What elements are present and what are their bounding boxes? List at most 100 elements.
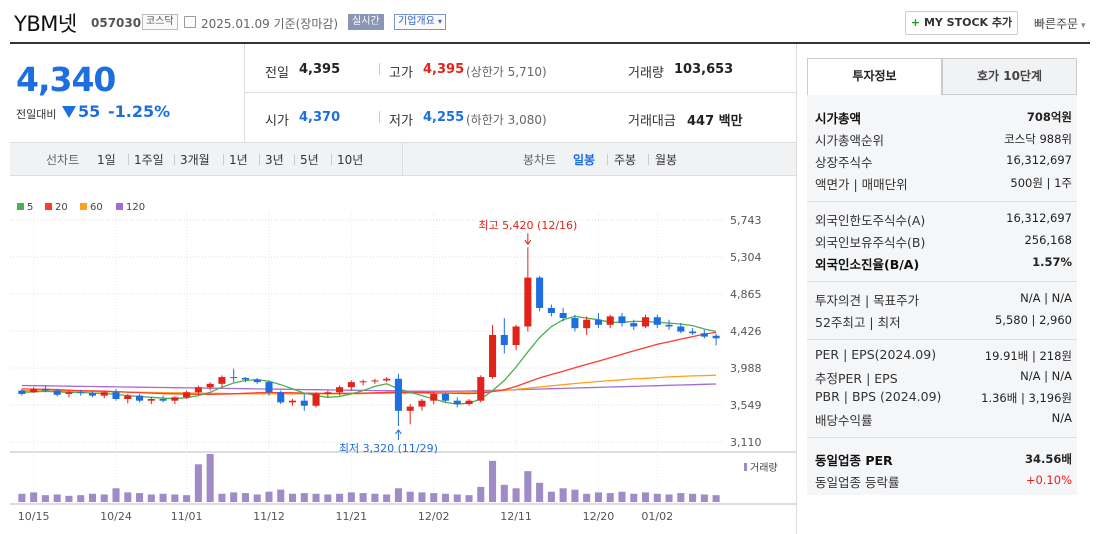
legend-ma120[interactable]: 120 bbox=[116, 202, 145, 213]
current-price: 4,340 bbox=[16, 60, 116, 99]
legend-swatch bbox=[116, 203, 123, 210]
volume-bar bbox=[512, 488, 520, 502]
volume-bar bbox=[312, 493, 320, 502]
tab-order-book[interactable]: 호가 10단계 bbox=[942, 58, 1077, 95]
volume-bar bbox=[477, 486, 485, 502]
volume-bar bbox=[253, 494, 261, 502]
candle-body bbox=[65, 392, 73, 394]
upper-limit: (상한가 5,710) bbox=[466, 65, 547, 79]
legend-ma5[interactable]: 5 bbox=[17, 202, 33, 213]
volume-bar bbox=[418, 492, 426, 502]
quick-order-button[interactable]: 빠른주문 ▾ bbox=[1034, 15, 1086, 32]
candle-body bbox=[124, 395, 132, 399]
open-value: 4,370 bbox=[299, 110, 341, 125]
x-tick-label: 12/11 bbox=[500, 510, 532, 523]
volume-bar bbox=[383, 494, 391, 502]
candle-body bbox=[418, 400, 426, 407]
quote-date: 2025.01.09 기준(장마감) bbox=[201, 15, 338, 32]
mystock-add-button[interactable]: + MY STOCK 추가 bbox=[905, 11, 1018, 35]
candle-body bbox=[253, 379, 261, 383]
volume-bar bbox=[41, 495, 49, 502]
volume-bar bbox=[630, 493, 638, 502]
period-line-5[interactable]: 5년 bbox=[300, 153, 319, 167]
info-value: 500원 | 1주 bbox=[1010, 176, 1072, 190]
y-tick-label: 5,743 bbox=[730, 214, 762, 227]
candle-body bbox=[547, 307, 555, 313]
date-text: 2025.01.09 bbox=[201, 17, 270, 31]
volume-bar bbox=[441, 493, 450, 502]
y-tick-label: 4,426 bbox=[730, 325, 762, 338]
period-line-1[interactable]: 1주일 bbox=[134, 153, 164, 167]
candle-body bbox=[312, 393, 320, 406]
period-line-6[interactable]: 10년 bbox=[337, 153, 364, 167]
candle-body bbox=[500, 334, 508, 346]
info-value: 19.91배 | 218원 bbox=[984, 349, 1072, 363]
period-candle-0[interactable]: 일봉 bbox=[573, 153, 596, 167]
period-line-3[interactable]: 1년 bbox=[229, 153, 248, 167]
y-tick-label: 5,304 bbox=[730, 251, 762, 264]
plus-icon: + bbox=[910, 16, 921, 29]
x-tick-label: 12/20 bbox=[583, 510, 615, 523]
ma20-line bbox=[21, 331, 717, 395]
volume-bar bbox=[324, 494, 332, 502]
panel-divider bbox=[807, 201, 1077, 202]
volume-bar bbox=[265, 491, 273, 502]
low-value: 4,255 bbox=[423, 110, 465, 125]
high-label: 고가 bbox=[389, 66, 413, 81]
volume-bar bbox=[65, 495, 73, 502]
header-divider bbox=[10, 42, 1090, 44]
candle-body bbox=[594, 319, 602, 325]
company-overview-button[interactable]: 기업개요 ▾ bbox=[394, 14, 447, 30]
volume-bar bbox=[112, 488, 120, 502]
legend-ma60[interactable]: 60 bbox=[80, 202, 103, 213]
period-separator bbox=[174, 154, 175, 165]
legend-label: 5 bbox=[27, 202, 34, 213]
candle-body bbox=[265, 382, 273, 393]
volume-bar bbox=[124, 492, 132, 502]
volume-bar bbox=[359, 493, 367, 502]
volume-bar bbox=[336, 493, 344, 502]
x-tick-label: 11/01 bbox=[171, 510, 203, 523]
tab-investment-info[interactable]: 투자정보 bbox=[807, 58, 942, 95]
price-chart[interactable]: 5,743 5,304 4,865 4,426 3,988 3,549 3,110 10/15… bbox=[10, 212, 796, 534]
candle-body bbox=[218, 377, 226, 384]
volume-bar bbox=[406, 491, 414, 502]
panel-divider bbox=[796, 44, 797, 534]
candle-body bbox=[559, 312, 567, 319]
candle-body bbox=[653, 317, 661, 325]
volume-bar bbox=[394, 488, 402, 502]
info-value: 16,312,697 bbox=[1006, 153, 1072, 167]
legend-ma20[interactable]: 20 bbox=[45, 202, 68, 213]
volume-bar bbox=[206, 454, 214, 502]
period-candle-1[interactable]: 주봉 bbox=[614, 153, 637, 167]
volume-bar bbox=[665, 494, 673, 502]
info-label: 추정PER | EPS bbox=[815, 371, 898, 386]
x-tick-label: 11/12 bbox=[253, 510, 285, 523]
period-separator bbox=[223, 154, 224, 165]
period-line-2[interactable]: 3개월 bbox=[180, 153, 210, 167]
down-triangle-icon bbox=[62, 106, 76, 118]
period-candle-2[interactable]: 월봉 bbox=[655, 153, 678, 167]
line-chart-label: 선차트 bbox=[46, 153, 80, 167]
period-line-4[interactable]: 3년 bbox=[265, 153, 284, 167]
legend-label: 120 bbox=[126, 202, 146, 213]
realtime-badge[interactable]: 실시간 bbox=[348, 14, 384, 30]
calendar-icon bbox=[184, 16, 196, 28]
stock-name: YBM넷 bbox=[14, 12, 77, 36]
volume-bar bbox=[547, 491, 555, 502]
candle-body bbox=[159, 398, 167, 401]
period-separator bbox=[607, 154, 608, 165]
period-line-0[interactable]: 1일 bbox=[97, 153, 116, 167]
volume-bar bbox=[700, 494, 708, 502]
volume-bar bbox=[618, 491, 626, 502]
candle-body bbox=[477, 377, 485, 401]
high-annotation: 최고 5,420 (12/16) bbox=[478, 219, 577, 232]
info-label: 상장주식수 bbox=[815, 155, 873, 170]
info-label: 외국인소진율(B/A) bbox=[815, 257, 920, 272]
panel-divider bbox=[807, 281, 1077, 282]
amount-value: 447 백만 bbox=[687, 114, 743, 129]
volume-bar bbox=[453, 494, 461, 502]
volume-bar bbox=[230, 492, 238, 502]
info-label: 외국인보유주식수(B) bbox=[815, 235, 926, 250]
volume-legend-swatch bbox=[744, 463, 747, 471]
